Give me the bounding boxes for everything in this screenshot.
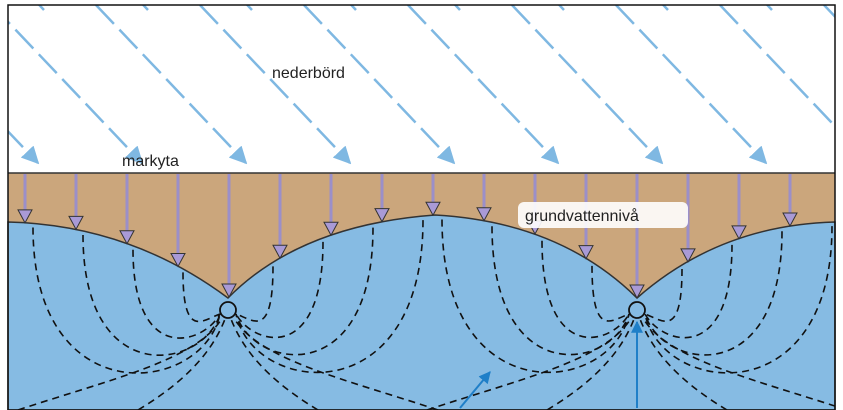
arrow-head <box>374 208 390 223</box>
flow-line <box>132 249 221 339</box>
arrow-head <box>680 248 696 263</box>
arrow-head <box>221 283 237 299</box>
frame <box>7 4 836 410</box>
arrow-head <box>323 221 339 237</box>
flow-lines <box>17 219 835 410</box>
arrow-head <box>119 230 135 245</box>
flow-line <box>426 317 632 410</box>
flow-line <box>235 266 274 322</box>
water-table-label: grundvattennivå <box>525 207 639 225</box>
rain-arrow <box>615 5 768 165</box>
arrow-head <box>476 207 492 222</box>
arrow-head <box>425 201 441 217</box>
flow-line <box>235 220 424 374</box>
rain-arrow <box>8 129 40 165</box>
flow-line <box>639 318 728 410</box>
flow-line <box>541 240 630 339</box>
flow-line <box>642 317 835 407</box>
arrow-head <box>782 212 798 228</box>
flow-line <box>546 318 635 410</box>
flow-line <box>235 241 324 339</box>
arrow-head <box>272 244 288 260</box>
flow-line <box>233 317 439 410</box>
well <box>219 301 237 319</box>
rain-arrows <box>8 5 835 165</box>
groundwater <box>7 214 836 410</box>
rain-arrow <box>303 5 456 165</box>
flow-line <box>591 265 630 322</box>
flow-line <box>441 219 630 374</box>
pointer-arrow <box>459 371 491 409</box>
well <box>628 301 646 319</box>
arrow-head <box>68 215 84 231</box>
flow-line <box>230 318 319 410</box>
flow-line <box>137 318 226 410</box>
ground-surface-label: markyta <box>122 153 179 170</box>
rain-arrow <box>199 5 352 165</box>
arrow-head <box>17 209 33 224</box>
flow-line <box>182 272 221 323</box>
arrow-head <box>578 245 594 260</box>
flow-line <box>644 244 733 339</box>
rain-arrow <box>407 5 560 165</box>
arrow-head <box>731 225 747 240</box>
rain-arrow <box>95 5 248 165</box>
rain-arrow <box>8 20 144 165</box>
rain-arrow <box>511 5 664 165</box>
flow-line <box>644 226 833 374</box>
flow-line <box>82 235 221 357</box>
flow-line <box>644 268 683 322</box>
flow-line <box>17 317 223 410</box>
label-box <box>518 202 688 228</box>
flow-line <box>32 227 221 374</box>
precipitation-label: nederbörd <box>272 65 345 82</box>
rain-arrow <box>719 5 835 128</box>
arrow-head <box>170 252 186 268</box>
arrow-head <box>629 284 645 300</box>
